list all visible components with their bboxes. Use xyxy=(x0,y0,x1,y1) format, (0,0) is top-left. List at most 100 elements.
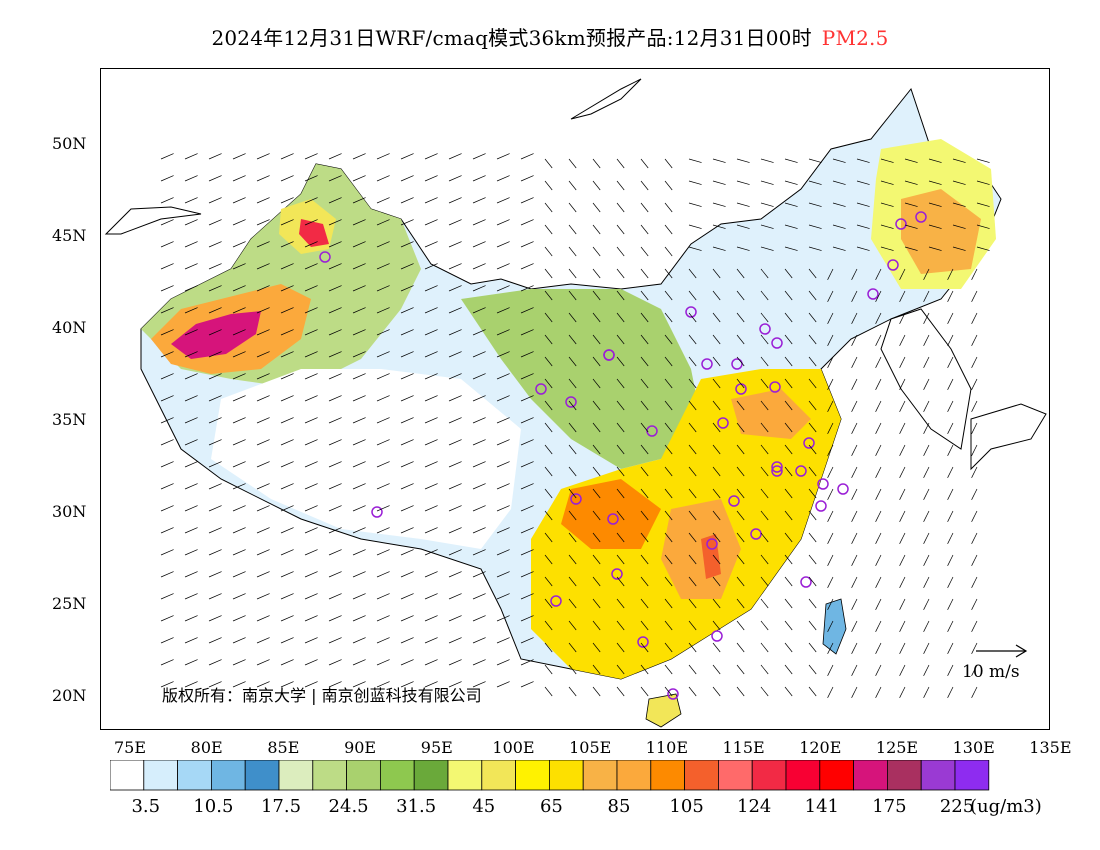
wind-arrow xyxy=(424,197,438,204)
wind-arrow xyxy=(352,483,366,490)
wind-arrow xyxy=(472,219,486,226)
station-marker xyxy=(815,500,827,512)
wind-arrow xyxy=(592,180,601,191)
wind-arrow xyxy=(568,444,577,455)
wind-arrow xyxy=(712,488,721,499)
wind-arrow xyxy=(184,681,198,688)
station-markers xyxy=(319,211,927,700)
wind-arrow xyxy=(328,637,342,644)
wind-arrow xyxy=(784,334,793,345)
wind-arrow xyxy=(880,202,894,207)
wind-arrow xyxy=(496,395,510,402)
coastline-japan xyxy=(970,403,1047,471)
pollutant-label: PM2.5 xyxy=(821,26,889,50)
wind-arrow xyxy=(280,505,294,512)
legend-label-7: 85 xyxy=(607,796,631,817)
wind-arrow xyxy=(376,373,390,380)
wind-arrow xyxy=(256,329,270,336)
wind-arrow xyxy=(376,285,390,292)
wind-arrow xyxy=(827,312,834,324)
wind-arrow xyxy=(784,246,798,251)
wind-arrow xyxy=(736,598,745,609)
wind-arrow xyxy=(520,395,534,402)
wind-arrow xyxy=(875,554,882,566)
wind-arrow xyxy=(568,400,577,411)
wind-arrow xyxy=(448,637,462,644)
wind-arrow xyxy=(808,422,817,433)
wind-arrow xyxy=(352,219,366,226)
wind-arrow xyxy=(160,549,174,556)
wind-arrow xyxy=(808,268,817,279)
wind-arrow xyxy=(304,659,318,666)
wind-arrow xyxy=(712,378,721,389)
wind-arrow xyxy=(664,510,673,521)
wind-arrow xyxy=(544,180,553,191)
wind-arrow xyxy=(328,505,342,512)
station-marker xyxy=(717,417,729,429)
wind-arrow xyxy=(899,356,906,368)
wind-arrow xyxy=(688,554,697,565)
wind-arrow xyxy=(875,598,882,610)
wind-arrow xyxy=(832,224,846,229)
wind-arrow xyxy=(712,576,721,587)
wind-arrow xyxy=(304,153,318,160)
wind-arrow xyxy=(544,378,553,389)
wind-arrow xyxy=(875,510,882,522)
wind-arrow xyxy=(784,378,793,389)
wind-arrow xyxy=(496,637,510,644)
wind-arrow xyxy=(971,290,978,302)
wind-arrow xyxy=(688,510,697,521)
legend-label-6: 65 xyxy=(539,796,563,817)
wind-arrow xyxy=(568,312,577,323)
wind-arrow xyxy=(616,378,625,389)
wind-arrow xyxy=(424,527,438,534)
station-marker xyxy=(565,396,577,408)
wind-arrow xyxy=(899,378,906,390)
wind-arrow xyxy=(899,488,906,500)
wind-arrow xyxy=(280,615,294,622)
wind-arrow xyxy=(808,378,817,389)
wind-arrow xyxy=(923,422,930,434)
wind-arrow xyxy=(400,417,414,424)
wind-arrow xyxy=(899,444,906,456)
wind-arrow xyxy=(592,202,601,213)
wind-arrow xyxy=(592,312,601,323)
wind-arrow xyxy=(784,290,793,301)
wind-arrow xyxy=(616,532,625,543)
wind-arrow xyxy=(256,197,270,204)
legend-swatch-5 xyxy=(278,760,314,791)
legend-label-8: 105 xyxy=(669,796,704,817)
wind-arrow xyxy=(544,620,553,631)
lon-label-125e: 125E xyxy=(875,738,919,757)
wind-arrow xyxy=(923,290,930,302)
wind-arrow xyxy=(376,307,390,314)
station-marker xyxy=(728,495,740,507)
wind-arrow xyxy=(880,246,894,251)
legend-swatch-14 xyxy=(582,760,618,791)
wind-arrow xyxy=(808,202,822,207)
wind-arrow xyxy=(520,637,534,644)
station-marker xyxy=(611,568,623,580)
wind-arrow xyxy=(971,444,978,456)
wind-arrow xyxy=(851,642,858,654)
wind-arrow xyxy=(827,598,834,610)
wind-arrow xyxy=(923,400,930,412)
wind-arrow xyxy=(875,356,882,368)
wind-arrow xyxy=(184,615,198,622)
wind-arrow xyxy=(592,488,601,499)
wind-arrow xyxy=(256,241,270,248)
wind-arrow xyxy=(160,593,174,600)
wind-arrow xyxy=(928,158,942,163)
wind-arrow xyxy=(875,444,882,456)
wind-arrow xyxy=(616,180,625,191)
wind-arrow xyxy=(160,241,174,248)
wind-arrow xyxy=(875,620,882,632)
wind-arrow xyxy=(851,620,858,632)
wind-arrow xyxy=(184,263,198,270)
wind-arrow xyxy=(376,571,390,578)
wind-arrow xyxy=(923,642,930,654)
wind-arrow xyxy=(760,576,769,587)
wind-arrow xyxy=(448,615,462,622)
wind-arrow xyxy=(256,175,270,182)
wind-arrow xyxy=(616,290,625,301)
